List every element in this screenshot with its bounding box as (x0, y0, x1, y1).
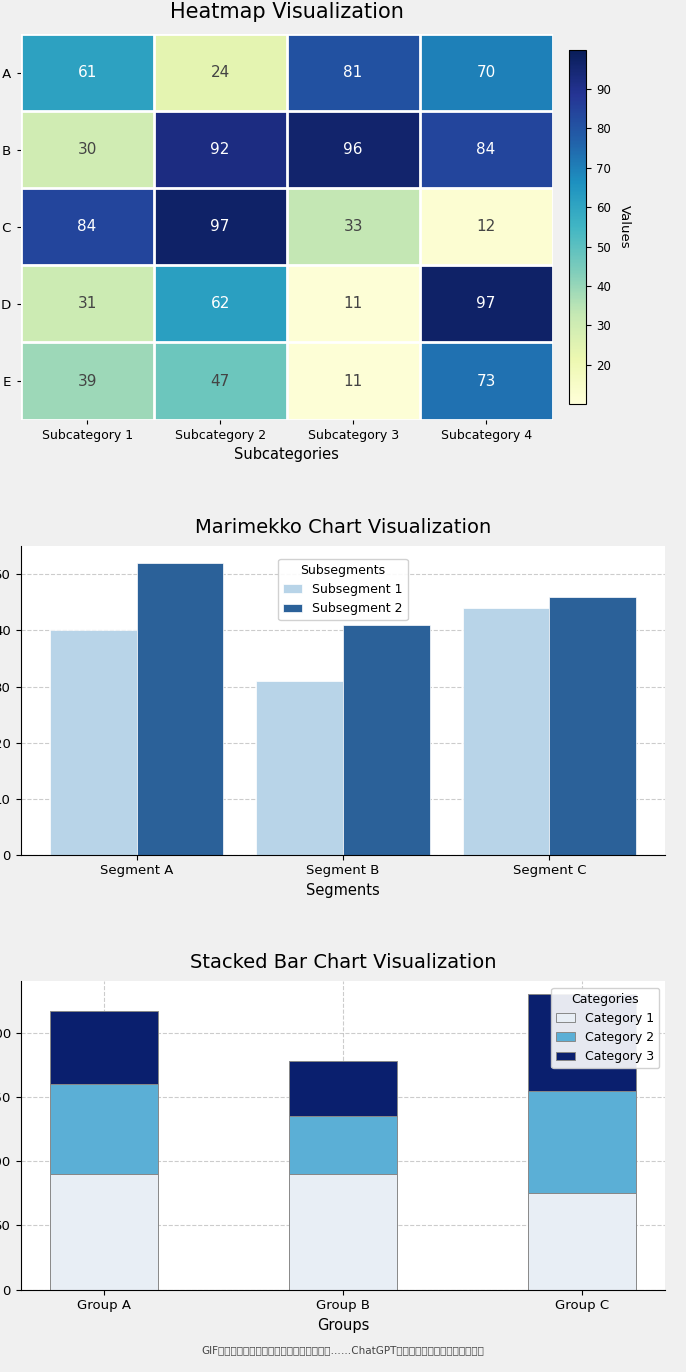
Text: 47: 47 (211, 373, 230, 388)
Text: 31: 31 (78, 296, 97, 311)
Text: 30: 30 (78, 143, 97, 158)
Bar (528, 995, 636, 1091)
Text: 12: 12 (477, 220, 496, 235)
Bar (528, 1194, 636, 1290)
Bar (289, 1174, 397, 1290)
Y-axis label: Values: Values (617, 204, 630, 248)
Bar (50, 1174, 158, 1290)
Bar (289, 1061, 397, 1117)
Bar (528, 1091, 636, 1194)
Text: 84: 84 (477, 143, 496, 158)
Text: 92: 92 (211, 143, 230, 158)
Text: 39: 39 (78, 373, 97, 388)
Text: 96: 96 (343, 143, 363, 158)
Bar (289, 1117, 397, 1174)
Text: 33: 33 (343, 220, 363, 235)
Text: 84: 84 (78, 220, 97, 235)
Bar (257, 681, 343, 855)
Text: 97: 97 (211, 220, 230, 235)
Title: Marimekko Chart Visualization: Marimekko Chart Visualization (195, 517, 491, 536)
Bar (50, 631, 137, 855)
X-axis label: Groups: Groups (317, 1318, 369, 1334)
Text: GIF动画渲染、让灯塔闪烁、创建航空动态图……ChatGPT代码解释器插件「不止于代码」: GIF动画渲染、让灯塔闪烁、创建航空动态图……ChatGPT代码解释器插件「不止… (202, 1346, 484, 1356)
Bar (463, 608, 549, 855)
Bar (50, 1084, 158, 1174)
Text: 61: 61 (78, 66, 97, 81)
Bar (137, 564, 223, 855)
Title: Heatmap Visualization: Heatmap Visualization (169, 1, 403, 22)
Text: 73: 73 (476, 373, 496, 388)
Legend: Subsegment 1, Subsegment 2: Subsegment 1, Subsegment 2 (279, 558, 407, 620)
Text: 11: 11 (344, 373, 363, 388)
Text: 24: 24 (211, 66, 230, 81)
Text: 97: 97 (476, 296, 496, 311)
Text: 70: 70 (477, 66, 496, 81)
Bar (549, 597, 636, 855)
Text: 81: 81 (344, 66, 363, 81)
Bar (50, 1011, 158, 1084)
Legend: Category 1, Category 2, Category 3: Category 1, Category 2, Category 3 (552, 988, 659, 1069)
X-axis label: Segments: Segments (306, 884, 380, 897)
Title: Stacked Bar Chart Visualization: Stacked Bar Chart Visualization (190, 952, 496, 971)
X-axis label: Subcategories: Subcategories (234, 447, 339, 462)
Text: 11: 11 (344, 296, 363, 311)
Bar (343, 624, 429, 855)
Text: 62: 62 (211, 296, 230, 311)
